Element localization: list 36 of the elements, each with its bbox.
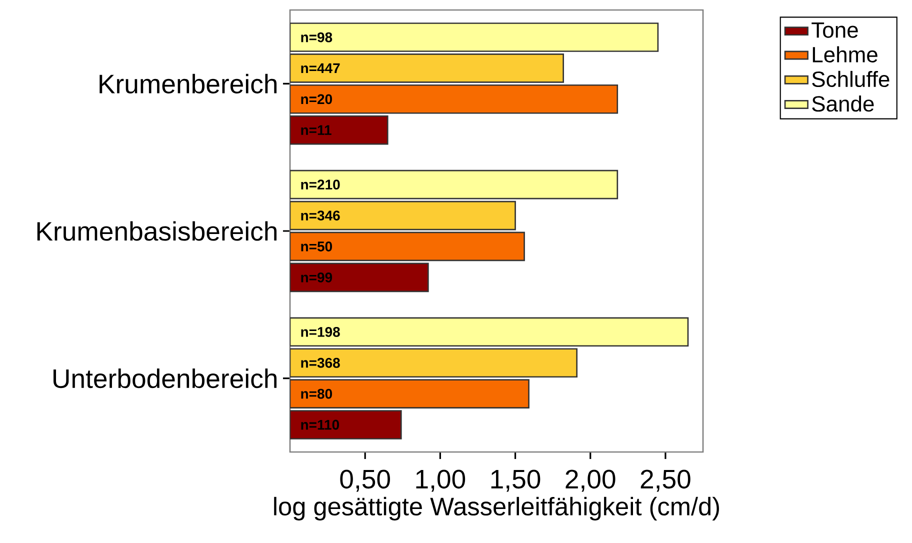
bar <box>290 262 429 292</box>
x-axis-title: log gesättigte Wasserleitfähigkeit (cm/d) <box>274 496 719 521</box>
legend-label: Tone <box>812 22 858 38</box>
bar <box>290 170 618 200</box>
annotation: n=110 <box>301 420 340 430</box>
y-tick-label: Krumenbasisbereich <box>37 221 277 241</box>
x-tick-label: 1,00 <box>416 470 466 492</box>
annotation: n=98 <box>301 32 332 42</box>
annotation: n=210 <box>301 180 340 190</box>
legend-label: Lehme <box>812 46 878 62</box>
bar <box>290 84 618 114</box>
bar <box>290 232 525 262</box>
annotation: n=99 <box>301 272 332 282</box>
annotation: n=80 <box>301 388 332 399</box>
x-tick-label: 1,50 <box>491 470 540 492</box>
y-tick-label: Krumenbereich <box>100 74 277 94</box>
legend-label: Sande <box>812 96 874 112</box>
y-tick-label: Unterbodenbereich <box>54 368 277 388</box>
x-tick-label: 2,50 <box>640 470 690 492</box>
bar <box>290 379 530 408</box>
annotation: n=447 <box>301 63 340 74</box>
bar <box>290 348 578 378</box>
annotation: n=198 <box>301 326 340 337</box>
legend-label: Schluffe <box>812 70 890 88</box>
bar <box>290 54 564 83</box>
annotation: n=11 <box>301 125 332 135</box>
x-tick-label: 2,00 <box>566 470 616 492</box>
bar <box>290 22 659 52</box>
x-tick-label: 0,50 <box>340 470 390 492</box>
bar <box>290 115 388 145</box>
annotation: n=368 <box>301 358 340 368</box>
annotation: n=50 <box>301 242 332 252</box>
annotation: n=20 <box>301 94 332 104</box>
annotation: n=346 <box>301 210 340 221</box>
bar <box>290 317 689 347</box>
bar <box>290 200 516 230</box>
